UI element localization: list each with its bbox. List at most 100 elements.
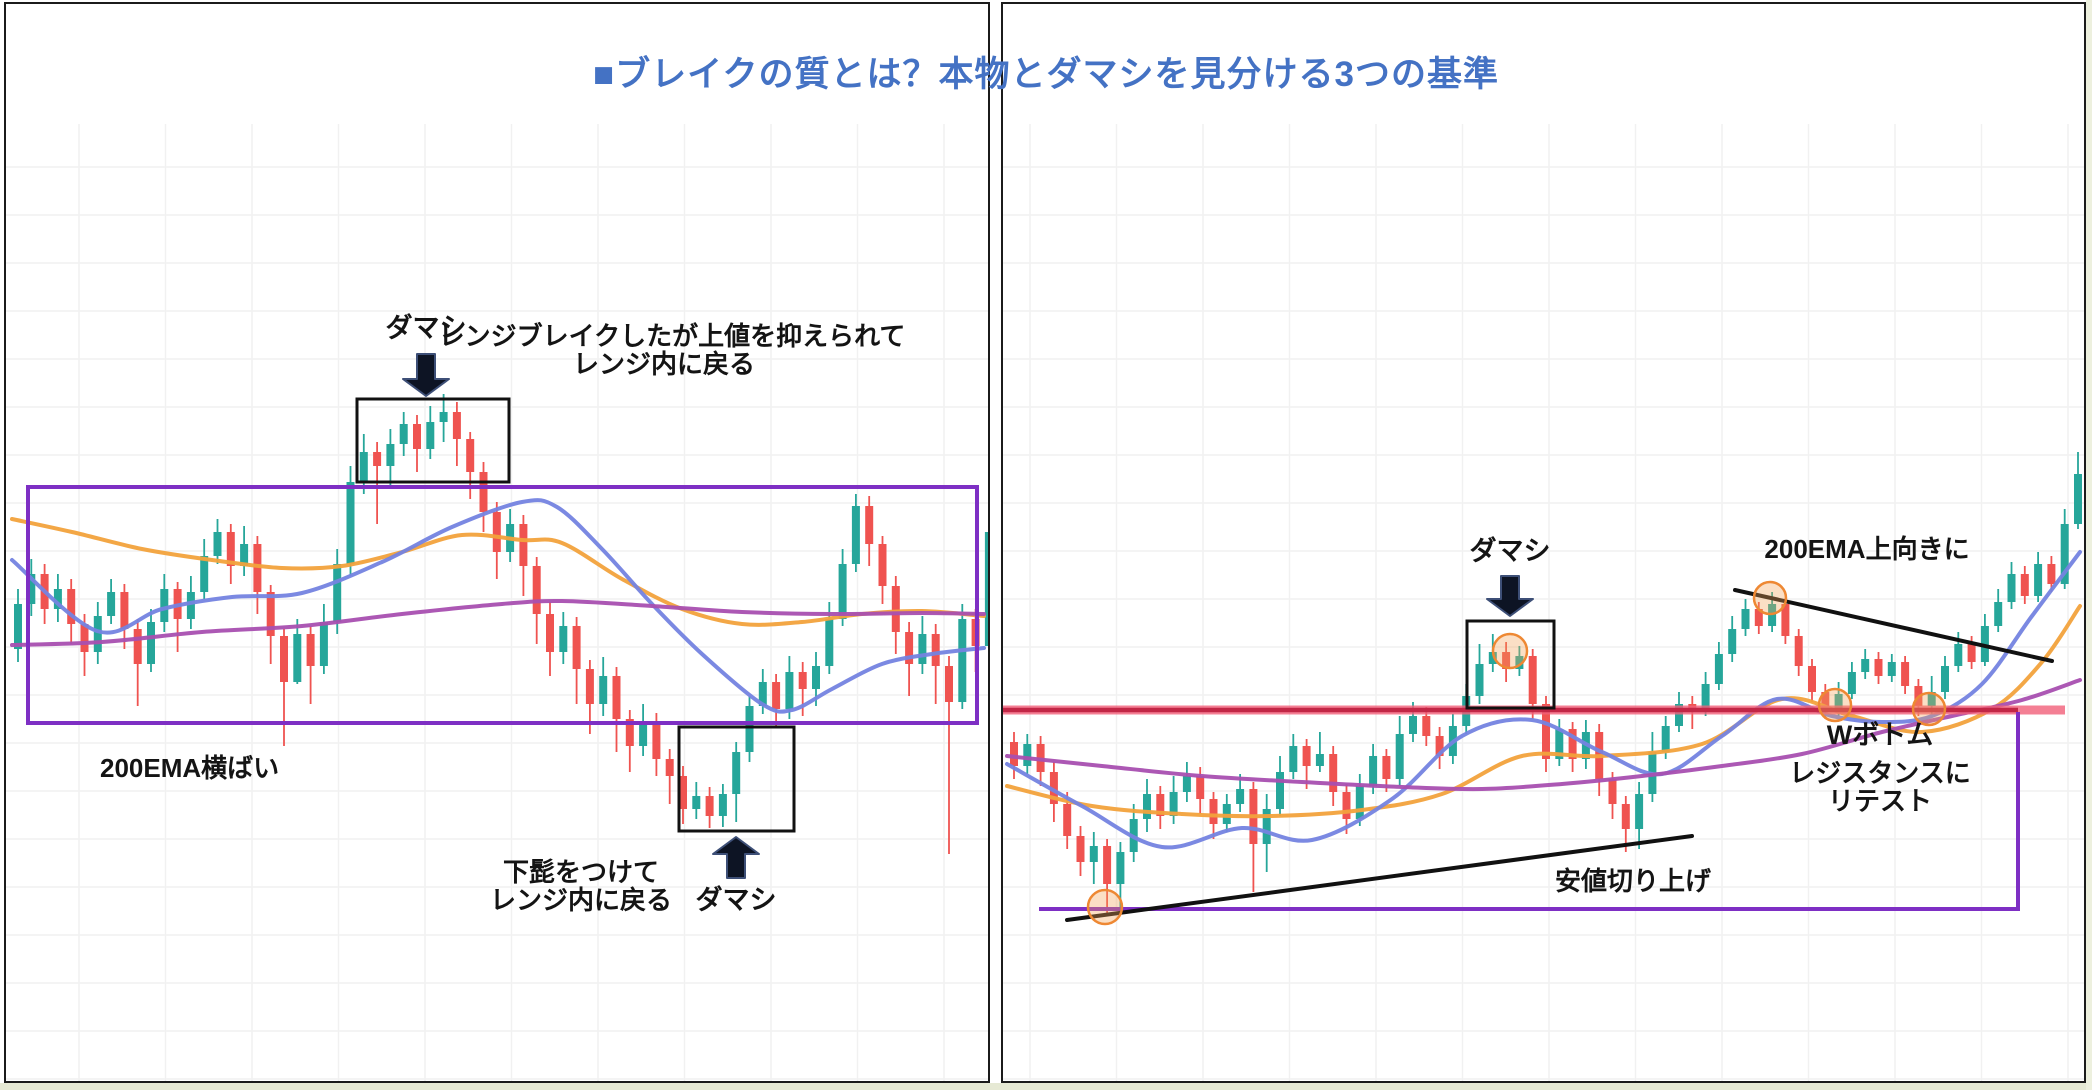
candle-body (67, 589, 76, 624)
candle-body (798, 672, 807, 689)
candle-body (1754, 609, 1763, 626)
candle-body (492, 512, 501, 552)
candle-body (439, 412, 448, 422)
candle-body (945, 666, 953, 702)
break-note-line2: レンジ内に戻る (573, 349, 755, 379)
candle-body (426, 422, 435, 449)
candle-body (745, 706, 754, 752)
highlight-circle-low (1086, 888, 1124, 926)
candle-body (931, 634, 940, 666)
candle-body (1794, 636, 1803, 666)
ema-up-label: 200EMA上向きに (1764, 534, 1969, 564)
candle-body (1010, 742, 1018, 766)
candle-body (1103, 846, 1112, 884)
candle-body (599, 676, 608, 704)
candle-body (1023, 744, 1032, 766)
candle-body (1781, 604, 1790, 636)
candle-body (1728, 629, 1737, 654)
candle-body (147, 622, 155, 664)
candle-body (1661, 726, 1670, 752)
descending-trendline (1733, 588, 2054, 663)
fakeout-top-label: ダマシ (386, 312, 467, 343)
candle-body (107, 592, 116, 616)
candle-body (413, 424, 421, 449)
candle-body (1675, 704, 1683, 726)
ema-20-line (10, 517, 986, 627)
candle-body (1355, 786, 1364, 819)
candle-body (2060, 524, 2069, 584)
candle-body (333, 564, 342, 622)
candle-body (679, 776, 687, 809)
candle-body (905, 632, 914, 664)
candle-body (2074, 474, 2082, 524)
candle-body (2020, 574, 2029, 596)
retest-label-line2: リテスト (1828, 786, 1932, 816)
candle-body (519, 524, 528, 566)
candle-body (386, 444, 395, 466)
candle-body (1555, 729, 1564, 759)
left-chart-panel: ダマシ レンジブレイクしたが上値を抑えられて レンジ内に戻る 200EMA横ばい 下髭を… (4, 2, 990, 1083)
candle-body (1289, 746, 1298, 772)
higher-lows-label: 安値切り上げ (1555, 866, 1712, 896)
left-chart-svg: ダマシレンジブレイクしたが上値を抑えられてレンジ内に戻る200EMA横ばい下髭を… (6, 124, 988, 1081)
support-box (1039, 712, 2020, 911)
candle-body (2007, 574, 2016, 602)
candle-body (80, 624, 89, 652)
fakeout-up-arrow-icon (712, 836, 760, 879)
candle-body (479, 472, 488, 512)
candle-body (1236, 789, 1245, 804)
candle-body (1994, 602, 2003, 626)
candle-body (14, 604, 22, 649)
candle-body (1608, 779, 1617, 804)
candle-body (1475, 664, 1484, 696)
candle-body (1808, 666, 1816, 692)
candle-body (1302, 746, 1311, 766)
highlight-circle-wbottom-2 (1911, 691, 1947, 727)
ema-200-line (1005, 678, 2082, 792)
candle-body (399, 424, 408, 444)
candle-body (2047, 564, 2056, 584)
candle-body (612, 676, 621, 719)
candle-body (1315, 754, 1324, 766)
candle-body (625, 719, 634, 746)
candle-body (27, 574, 36, 604)
candle-body (1621, 804, 1630, 829)
candle-body (1435, 736, 1444, 756)
candle-body (452, 412, 461, 439)
candle-body (1887, 662, 1896, 676)
fakeout-label: ダマシ (1470, 535, 1551, 566)
fakeout-box (1465, 619, 1556, 710)
candle-body (865, 506, 874, 544)
candles-layer (14, 394, 988, 854)
candle-body (851, 506, 860, 564)
candle-body (373, 452, 382, 466)
candle-body (838, 564, 847, 619)
candle-body (1927, 692, 1936, 706)
lower-wick-note-line1: 下髭をつけて (503, 857, 659, 887)
candle-body (1834, 694, 1843, 709)
candle-body (958, 619, 967, 702)
candle-body (665, 759, 674, 776)
w-bottom-label: Wボトム (1827, 720, 1933, 750)
candle-body (240, 544, 249, 566)
lower-wick-note-line2: レンジ内に戻る (490, 885, 672, 915)
candle-body (1861, 659, 1870, 672)
ema-flat-label: 200EMA横ばい (100, 753, 279, 783)
candle-body (785, 672, 794, 709)
candle-body (1196, 776, 1205, 799)
candle-body (1967, 644, 1976, 662)
candle-body (546, 614, 554, 652)
candle-body (200, 556, 209, 592)
candle-body (253, 544, 262, 592)
candle-body (1329, 754, 1338, 792)
candle-body (186, 592, 195, 619)
candle-body (639, 722, 648, 746)
candle-body (266, 592, 275, 636)
candle-body (280, 636, 288, 682)
candle-body (1169, 792, 1178, 816)
candle-body (1262, 809, 1271, 844)
candle-body (572, 626, 581, 669)
highlight-circle-top (1752, 580, 1788, 616)
candle-body (1276, 772, 1284, 809)
